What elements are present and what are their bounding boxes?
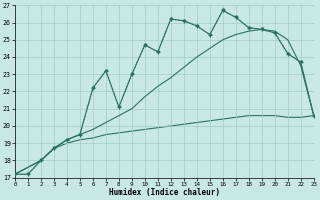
X-axis label: Humidex (Indice chaleur): Humidex (Indice chaleur) <box>109 188 220 197</box>
